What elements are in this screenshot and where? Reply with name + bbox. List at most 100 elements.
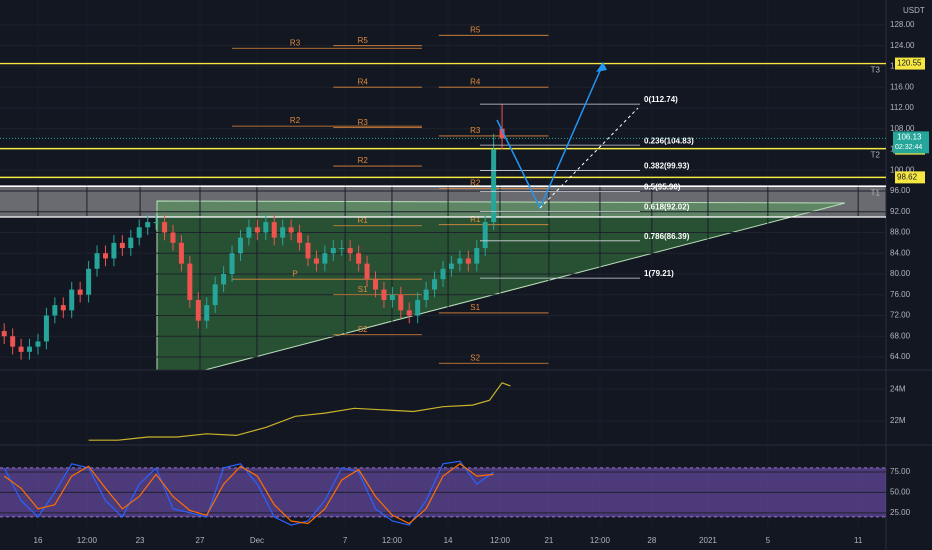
- y-tick-label: 108.00: [890, 124, 915, 133]
- y-tick-label: 80.00: [890, 269, 911, 278]
- y-tick-label: 75.00: [890, 467, 911, 476]
- candle-body: [347, 248, 353, 254]
- series-line: [88, 382, 511, 441]
- x-tick-label: 28: [647, 536, 656, 545]
- arrow-head: [596, 62, 607, 72]
- candle-body: [381, 289, 387, 300]
- level-price-box: [895, 57, 925, 70]
- pivot-label: R4: [358, 77, 369, 86]
- level-price: 98.62: [897, 172, 918, 181]
- y-tick-label: 96.00: [890, 186, 911, 195]
- fib-label: 0.382(99.93): [644, 162, 690, 171]
- level-name: T2: [871, 151, 881, 160]
- y-tick-label: 116.00: [890, 82, 914, 91]
- candle-body: [178, 242, 184, 264]
- y-tick-label: 128.00: [890, 20, 915, 29]
- candle-body: [398, 294, 404, 311]
- candle-body: [128, 237, 134, 249]
- x-tick-label: 12:00: [490, 536, 511, 545]
- y-tick-label: 72.00: [890, 311, 911, 320]
- candle-body: [60, 305, 66, 311]
- pivot-label: R2: [358, 156, 369, 165]
- candle-body: [94, 253, 100, 269]
- x-tick-label: 7: [343, 536, 348, 545]
- y-tick-label: 124.00: [890, 41, 915, 50]
- pivot-label: R1: [470, 215, 481, 224]
- candle-body: [86, 268, 92, 295]
- candle-body: [145, 222, 151, 228]
- pivot-label: R1: [358, 216, 369, 225]
- candle-body: [10, 336, 16, 347]
- candle-body: [499, 128, 505, 139]
- candle-body: [221, 273, 227, 285]
- candle-body: [474, 248, 480, 264]
- currency: USDT: [903, 6, 925, 15]
- candle-body: [195, 299, 201, 321]
- level-name: T3: [871, 66, 881, 75]
- candle-body: [288, 227, 294, 233]
- candle-body: [111, 242, 117, 259]
- candle-body: [27, 346, 33, 352]
- x-tick-label: 23: [136, 536, 145, 545]
- pivot-label: R2: [290, 116, 301, 125]
- pivot-label: S2: [358, 325, 368, 334]
- y-tick-label: 112.00: [890, 103, 914, 112]
- candle-body: [313, 258, 319, 264]
- x-tick-label: 12:00: [590, 536, 611, 545]
- candle-body: [305, 242, 311, 259]
- level-price: 120.55: [897, 59, 922, 68]
- y-tick-label: 88.00: [890, 228, 911, 237]
- candle-body: [204, 305, 210, 321]
- candle-body: [187, 263, 193, 300]
- pivot-label: R3: [470, 126, 481, 135]
- candle-body: [119, 242, 125, 249]
- candle-body: [330, 248, 336, 254]
- candle-body: [170, 232, 176, 243]
- pivot-label: S2: [470, 353, 480, 362]
- fib-label: 0.618(92.02): [644, 203, 690, 212]
- x-tick-label: 5: [766, 536, 771, 545]
- candle-body: [77, 289, 83, 295]
- x-tick-label: 27: [196, 536, 205, 545]
- level-price-box: [895, 171, 925, 184]
- candle-body: [136, 227, 142, 238]
- y-tick-label: 68.00: [890, 331, 911, 340]
- candle-body: [271, 222, 277, 238]
- candle-body: [102, 253, 108, 259]
- candle-body: [18, 346, 24, 352]
- fib-label: 0.5(95.90): [644, 183, 681, 192]
- drawing-layer: [0, 185, 886, 371]
- pivot-label: R2: [470, 178, 481, 187]
- pivot-label: R3: [358, 118, 369, 127]
- candle-body: [372, 279, 378, 290]
- candle-body: [280, 227, 286, 238]
- pivot-label: R5: [358, 36, 369, 45]
- candle-body: [43, 315, 49, 342]
- y-tick-label: 22M: [890, 416, 906, 425]
- x-tick-label: 16: [34, 536, 43, 545]
- pivot-label: S1: [358, 285, 368, 294]
- y-tick-label: 92.00: [890, 207, 911, 216]
- series-line: [3, 463, 494, 525]
- candle-body: [237, 237, 243, 254]
- level-name: T1: [871, 188, 881, 197]
- candle-body: [465, 258, 471, 264]
- candle-body: [153, 222, 159, 224]
- fib-label: 0(112.74): [644, 95, 678, 104]
- pivot-label: R4: [470, 77, 481, 86]
- last-price: 106.13: [897, 133, 922, 142]
- candle-body: [254, 227, 260, 233]
- candle-body: [212, 284, 218, 306]
- y-tick-label: 50.00: [890, 488, 911, 497]
- x-tick-label: 14: [444, 536, 453, 545]
- candle-body: [406, 310, 412, 316]
- candle-body: [1, 331, 7, 337]
- x-tick-label: 11: [854, 536, 863, 545]
- zone: [0, 185, 886, 216]
- candle-body: [482, 222, 488, 249]
- candle-body: [415, 299, 421, 316]
- fib-label: 0.786(86.39): [644, 232, 690, 241]
- candle-body: [297, 232, 303, 243]
- candle-body: [339, 248, 345, 250]
- pivot-label: R5: [470, 25, 481, 34]
